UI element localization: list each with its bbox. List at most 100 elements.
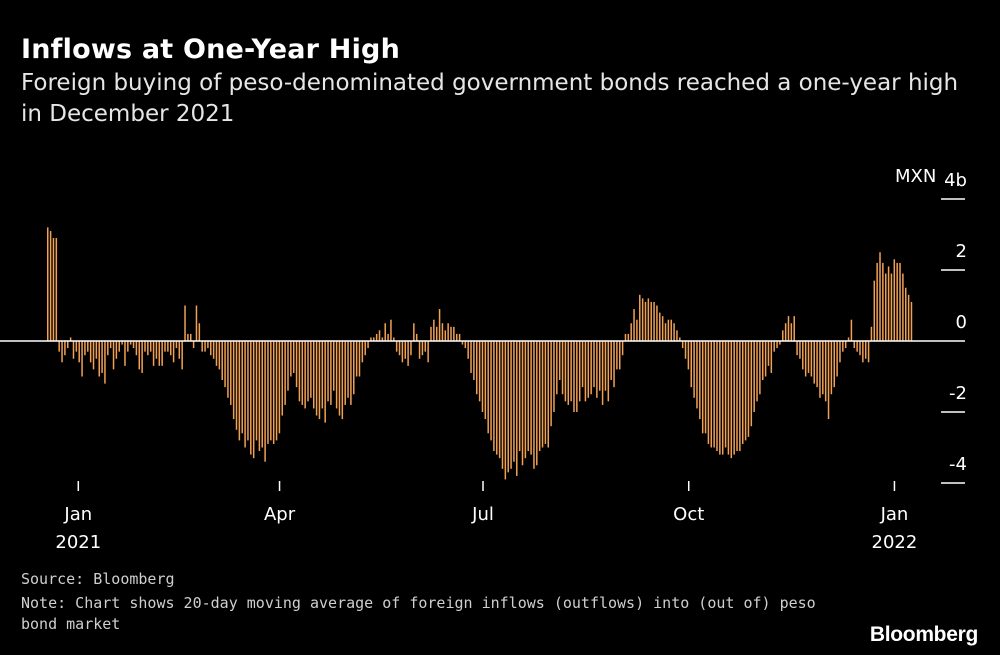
bar <box>470 341 472 373</box>
bar <box>187 333 189 341</box>
bar <box>433 319 435 341</box>
bar <box>533 341 535 469</box>
bar <box>839 341 841 363</box>
bar <box>782 330 784 341</box>
bar <box>270 341 272 441</box>
bar <box>178 341 181 359</box>
bar <box>478 341 481 402</box>
bar <box>207 341 209 349</box>
bar <box>621 341 624 356</box>
bar <box>830 341 833 395</box>
bar <box>75 341 78 352</box>
bar <box>779 341 781 345</box>
bar <box>364 341 366 356</box>
bar <box>87 341 89 352</box>
bar <box>524 341 527 459</box>
bar <box>487 341 489 434</box>
bar <box>438 309 441 341</box>
bar <box>55 238 58 341</box>
bar <box>261 341 263 448</box>
bar <box>659 312 661 341</box>
bar <box>61 341 63 363</box>
bar <box>258 341 261 452</box>
bar <box>853 341 856 349</box>
x-tick-label: Apr <box>264 504 296 525</box>
bar <box>859 341 861 356</box>
bar <box>201 341 203 352</box>
bar <box>510 341 512 469</box>
bar <box>762 341 764 381</box>
bar <box>664 323 667 341</box>
bar <box>656 305 658 341</box>
bar <box>175 341 178 349</box>
bar <box>644 301 647 341</box>
bar <box>847 337 850 341</box>
bar <box>118 341 120 352</box>
bar <box>721 341 724 455</box>
bar <box>393 337 395 341</box>
bar <box>541 341 544 448</box>
bar <box>458 333 461 341</box>
bar <box>135 341 138 356</box>
bar <box>613 341 615 388</box>
bar <box>341 341 344 420</box>
bar <box>361 341 364 363</box>
bar <box>184 305 186 341</box>
bar <box>232 341 235 420</box>
bar <box>641 298 644 341</box>
bar <box>690 341 692 388</box>
bar <box>404 341 406 359</box>
bar <box>856 341 858 352</box>
bar <box>681 341 684 349</box>
bar <box>639 294 641 341</box>
bar <box>81 341 83 377</box>
bar <box>129 341 132 345</box>
bar <box>195 305 198 341</box>
bar <box>701 341 704 434</box>
bar <box>896 262 898 341</box>
bar <box>307 341 309 402</box>
bar <box>52 238 55 341</box>
bar <box>109 341 112 349</box>
bar <box>235 341 238 430</box>
bar <box>536 341 538 466</box>
y-axis: MXN 4b 2 0 -2 -4 <box>895 166 967 484</box>
bar <box>250 341 252 455</box>
bar <box>598 341 601 391</box>
bar <box>802 341 804 370</box>
bar <box>287 341 289 391</box>
bar <box>64 341 66 356</box>
bar <box>401 341 404 363</box>
bar <box>741 341 744 444</box>
bar <box>104 341 106 384</box>
bar <box>210 341 212 356</box>
bar <box>218 341 221 370</box>
y-tick-label: 2 <box>956 241 967 262</box>
y-tick-label: -2 <box>949 383 967 404</box>
bar <box>558 341 561 381</box>
bar <box>833 341 835 388</box>
bar <box>684 341 687 359</box>
bar <box>461 341 464 345</box>
bar <box>767 341 770 366</box>
bar <box>887 266 890 341</box>
bar <box>710 341 713 448</box>
bar <box>816 341 818 388</box>
bar <box>578 341 581 402</box>
bar <box>573 341 575 412</box>
bar <box>727 341 730 455</box>
bar <box>355 341 358 377</box>
bar <box>799 341 801 359</box>
bar <box>730 341 733 459</box>
bar <box>670 319 672 341</box>
bar <box>272 341 275 444</box>
bar <box>607 341 610 402</box>
bloomberg-logo: Bloomberg <box>869 623 978 646</box>
bar <box>447 323 449 341</box>
bar <box>893 259 896 341</box>
bar <box>421 341 424 356</box>
bar <box>407 341 409 366</box>
source-note: Source: Bloomberg <box>21 570 175 588</box>
bar <box>198 323 201 341</box>
bar <box>292 341 295 373</box>
